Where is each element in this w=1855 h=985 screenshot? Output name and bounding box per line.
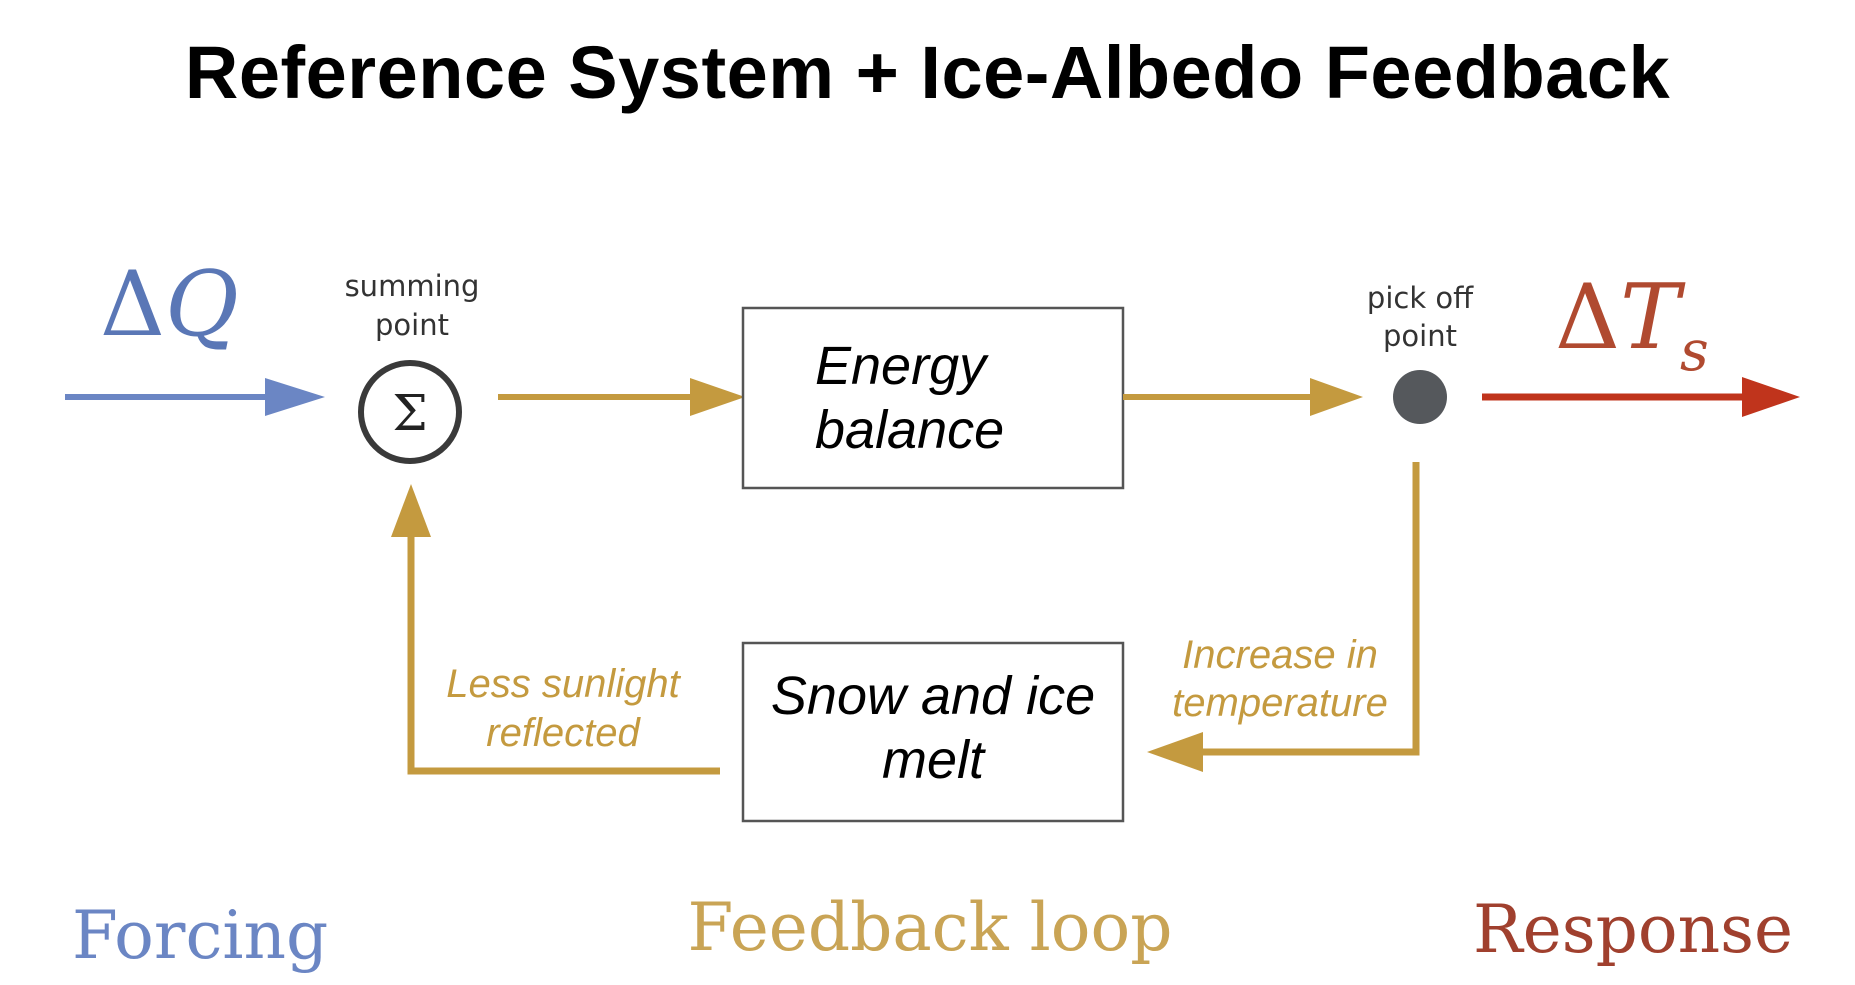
section-response: Response: [1473, 891, 1793, 968]
snow-ice-melt-box: Snow and ice melt: [741, 641, 1125, 823]
energy-balance-box: Energy balance: [741, 306, 1125, 490]
melt-to-sum-arrow: [391, 484, 720, 775]
melt-box-line2: melt: [882, 730, 986, 790]
melt-box-line1: Snow and ice: [771, 666, 1095, 726]
response-arrow: [1482, 377, 1800, 417]
energy-to-pickoff-arrow: [1123, 378, 1363, 416]
feedback-label-right-line2: temperature: [1172, 681, 1388, 725]
feedback-label-left-line1: Less sunlight: [446, 662, 681, 706]
energy-box-line2: balance: [815, 400, 1004, 460]
sigma-icon: Σ: [392, 384, 427, 442]
pickoff-point-label-line1: pick off: [1367, 281, 1474, 315]
pickoff-to-melt-arrow: [1147, 462, 1420, 772]
energy-box-line1: Energy: [815, 336, 989, 396]
section-feedback-loop: Feedback loop: [688, 889, 1173, 966]
feedback-label-left-line2: reflected: [486, 711, 641, 755]
summing-point-label-line2: point: [375, 308, 449, 342]
section-forcing: Forcing: [72, 897, 328, 974]
response-symbol: ΔTs: [1555, 265, 1709, 384]
forcing-arrow: [65, 378, 325, 416]
feedback-label-right-line1: Increase in: [1182, 633, 1378, 677]
summing-point: Σ: [358, 360, 462, 464]
pickoff-point-label-line2: point: [1383, 319, 1457, 353]
sum-to-energy-arrow: [498, 378, 745, 416]
page-title: Reference System + Ice-Albedo Feedback: [184, 31, 1671, 114]
forcing-symbol: ΔQ: [100, 252, 239, 357]
pickoff-point: [1393, 370, 1447, 424]
summing-point-label-line1: summing: [345, 269, 480, 303]
